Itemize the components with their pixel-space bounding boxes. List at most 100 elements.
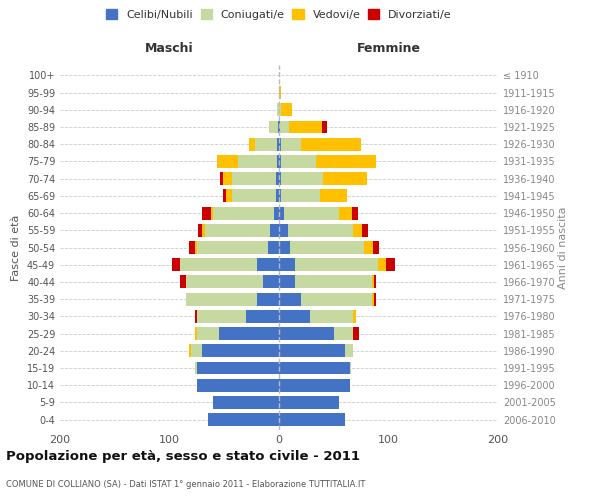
Bar xyxy=(301,292,372,306)
Bar xyxy=(279,86,281,99)
Bar xyxy=(194,310,197,323)
Bar xyxy=(279,258,295,271)
Bar xyxy=(246,310,279,323)
Bar xyxy=(191,344,202,358)
Bar xyxy=(339,206,352,220)
Bar xyxy=(194,241,197,254)
Text: COMUNE DI COLLIANO (SA) - Dati ISTAT 1° gennaio 2011 - Elaborazione TUTTITALIA.I: COMUNE DI COLLIANO (SA) - Dati ISTAT 1° … xyxy=(6,480,365,489)
Bar xyxy=(270,224,279,236)
Bar xyxy=(263,276,279,288)
Bar xyxy=(364,241,373,254)
Bar xyxy=(202,206,211,220)
Bar xyxy=(281,104,292,116)
Bar xyxy=(279,138,281,150)
Bar xyxy=(279,104,281,116)
Bar xyxy=(281,155,316,168)
Bar xyxy=(257,292,279,306)
Bar xyxy=(278,120,279,134)
Bar xyxy=(232,190,276,202)
Bar xyxy=(353,224,362,236)
Bar xyxy=(277,138,279,150)
Bar xyxy=(323,172,367,185)
Bar xyxy=(181,276,186,288)
Bar xyxy=(202,224,205,236)
Bar xyxy=(197,362,279,374)
Bar xyxy=(250,138,255,150)
Bar xyxy=(279,224,288,236)
Text: Popolazione per età, sesso e stato civile - 2011: Popolazione per età, sesso e stato civil… xyxy=(6,450,360,463)
Bar xyxy=(279,155,281,168)
Bar xyxy=(301,138,361,150)
Bar xyxy=(279,190,281,202)
Y-axis label: Anni di nascita: Anni di nascita xyxy=(557,206,568,289)
Bar xyxy=(220,172,223,185)
Bar xyxy=(334,327,353,340)
Bar xyxy=(281,172,323,185)
Bar xyxy=(281,190,320,202)
Bar xyxy=(353,310,356,323)
Bar xyxy=(238,155,277,168)
Bar xyxy=(344,344,353,358)
Bar xyxy=(274,206,279,220)
Bar xyxy=(255,138,277,150)
Bar xyxy=(288,224,353,236)
Bar xyxy=(211,206,214,220)
Y-axis label: Fasce di età: Fasce di età xyxy=(11,214,21,280)
Bar xyxy=(205,224,270,236)
Bar xyxy=(280,120,289,134)
Bar xyxy=(194,327,197,340)
Bar xyxy=(279,379,350,392)
Bar xyxy=(281,138,301,150)
Bar xyxy=(279,413,344,426)
Bar xyxy=(350,362,351,374)
Bar xyxy=(217,155,238,168)
Bar xyxy=(279,172,281,185)
Bar xyxy=(226,190,232,202)
Bar xyxy=(181,258,257,271)
Bar xyxy=(269,120,278,134)
Bar xyxy=(268,241,279,254)
Bar xyxy=(232,172,276,185)
Bar xyxy=(374,292,376,306)
Bar xyxy=(386,258,395,271)
Bar xyxy=(277,104,279,116)
Bar xyxy=(279,344,344,358)
Bar xyxy=(194,362,197,374)
Bar xyxy=(279,327,334,340)
Bar xyxy=(186,292,257,306)
Bar xyxy=(223,190,226,202)
Bar xyxy=(374,276,376,288)
Bar xyxy=(276,172,279,185)
Bar xyxy=(284,206,339,220)
Bar xyxy=(322,120,327,134)
Bar xyxy=(279,310,310,323)
Bar xyxy=(362,224,368,236)
Bar xyxy=(197,327,219,340)
Bar xyxy=(320,190,347,202)
Bar xyxy=(257,258,279,271)
Bar xyxy=(279,206,284,220)
Bar xyxy=(279,120,280,134)
Bar xyxy=(290,241,364,254)
Bar xyxy=(189,344,191,358)
Text: Maschi: Maschi xyxy=(145,42,194,54)
Bar xyxy=(353,327,359,340)
Bar xyxy=(310,310,353,323)
Bar xyxy=(197,379,279,392)
Bar xyxy=(352,206,358,220)
Bar xyxy=(198,224,202,236)
Bar xyxy=(186,276,263,288)
Bar xyxy=(172,258,181,271)
Bar xyxy=(279,396,339,409)
Bar xyxy=(214,396,279,409)
Bar xyxy=(289,120,322,134)
Bar xyxy=(219,327,279,340)
Bar xyxy=(189,241,194,254)
Bar xyxy=(316,155,376,168)
Legend: Celibi/Nubili, Coniugati/e, Vedovi/e, Divorziati/e: Celibi/Nubili, Coniugati/e, Vedovi/e, Di… xyxy=(102,5,456,24)
Bar xyxy=(372,276,374,288)
Bar xyxy=(223,172,232,185)
Bar xyxy=(279,276,295,288)
Bar xyxy=(279,362,350,374)
Bar xyxy=(295,258,377,271)
